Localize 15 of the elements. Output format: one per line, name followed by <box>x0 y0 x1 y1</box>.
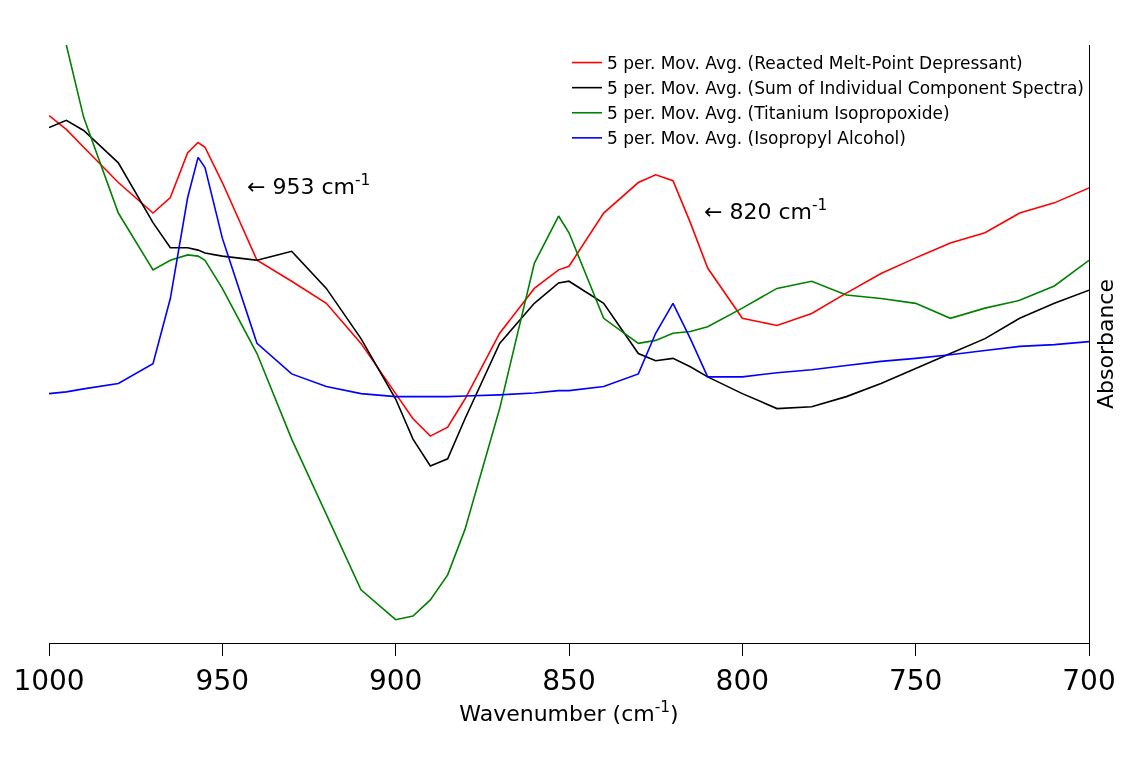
x-tick-label: 800 <box>715 663 770 697</box>
x-tick-label: 950 <box>195 663 250 697</box>
annotation: ← 820 cm$^{-1}$ <box>704 196 828 225</box>
x-tick-label: 700 <box>1062 663 1116 697</box>
x-tick-label: 750 <box>888 663 943 697</box>
x-axis-title: Wavenumber (cm$^{-1}$) <box>459 698 679 727</box>
x-tick-label: 900 <box>368 663 423 697</box>
annotation: ← 953 cm$^{-1}$ <box>247 171 371 200</box>
legend-label: 5 per. Mov. Avg. (Titanium Isopropoxide) <box>607 103 950 124</box>
x-tick-label: 850 <box>542 663 596 697</box>
legend-label: 5 per. Mov. Avg. (Reacted Melt-Point Depressant) <box>607 53 1023 74</box>
x-tick-label: 1000 <box>13 663 85 697</box>
legend-label: 5 per. Mov. Avg. (Isopropyl Alcohol) <box>607 128 906 149</box>
y-axis-title: Absorbance <box>1092 278 1118 410</box>
legend-label: 5 per. Mov. Avg. (Sum of Individual Component Spectra) <box>607 78 1084 99</box>
